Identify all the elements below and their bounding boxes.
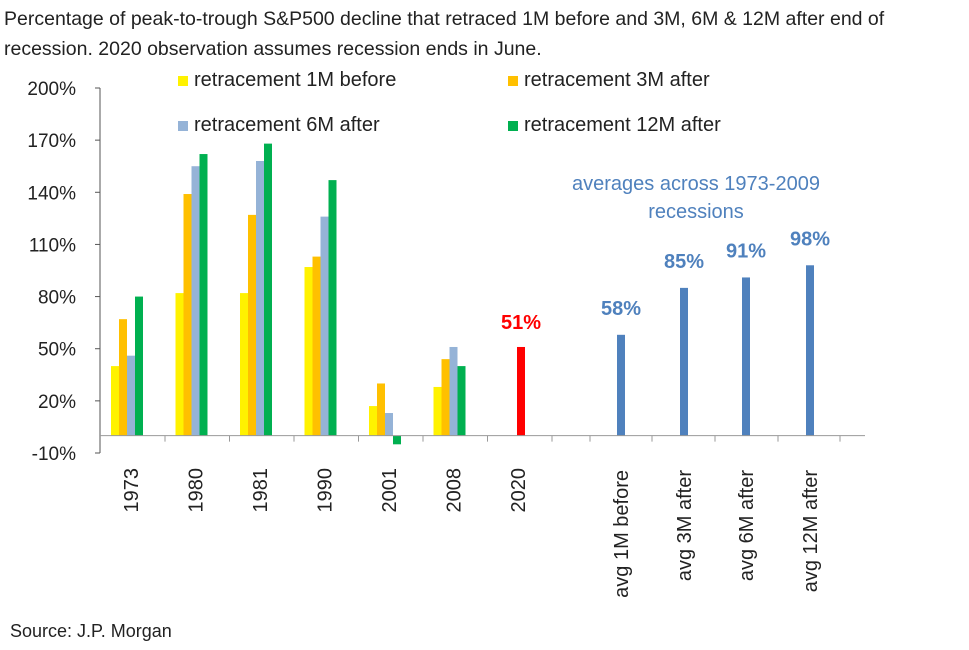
y-tick-label: 20% — [38, 392, 76, 413]
y-tick-label: 200% — [27, 79, 76, 100]
legend-label: retracement 6M after — [194, 114, 380, 136]
bar-1990-1 — [304, 267, 313, 436]
y-tick-label: 80% — [38, 288, 76, 309]
bar-1973-4 — [135, 296, 143, 436]
legend-label: retracement 3M after — [524, 69, 710, 91]
x-axis: 1973 1980 1981 1990 2001 2008 2020 avg 1M befor… — [100, 435, 865, 598]
x-tick-label: avg 6M after — [736, 470, 758, 582]
legend: retracement 1M before retracement 3M afte… — [178, 69, 721, 136]
legend-swatch — [178, 121, 188, 131]
x-tick-label: 1980 — [186, 468, 208, 513]
x-tick-label: 1990 — [315, 468, 337, 513]
y-axis: -10% 20% 50% 80% 110% 140% 170% 200% — [27, 79, 101, 465]
bar-1990-3 — [320, 216, 329, 436]
bar-1981-3 — [256, 161, 264, 436]
bar-2008-1 — [433, 386, 442, 436]
avg-bar-1 — [617, 334, 625, 436]
legend-swatch — [178, 76, 188, 86]
source-note: Source: J.P. Morgan — [10, 621, 172, 641]
y-tick-label: 110% — [29, 235, 76, 256]
bar-1990-4 — [328, 180, 337, 436]
bar-2001-2 — [377, 383, 385, 436]
legend-swatch — [508, 121, 518, 131]
legend-swatch — [508, 76, 518, 86]
annotations: 51% 58% 85% 91% 98% averages across 1973-2009… — [501, 173, 830, 334]
y-tick-label: 170% — [27, 131, 76, 152]
bar-1980-1 — [175, 293, 184, 436]
x-tick-label: 1973 — [121, 468, 143, 513]
avg-value-label: 91% — [726, 240, 766, 262]
legend-label: retracement 12M after — [524, 114, 721, 136]
chart-title: Percentage of peak-to-trough S&P500 decl… — [4, 8, 885, 60]
avg-value-label: 58% — [601, 298, 641, 320]
bars — [111, 143, 814, 445]
x-tick-label: 2008 — [444, 468, 466, 513]
bar-1973-3 — [127, 355, 135, 436]
avg-value-label: 98% — [790, 228, 830, 250]
bar-2008-4 — [457, 366, 466, 436]
bar-2001-1 — [369, 406, 377, 436]
x-tick-label: avg 12M after — [800, 470, 822, 593]
bar-1980-3 — [191, 166, 200, 436]
bar-2001-3 — [385, 413, 393, 436]
x-tick-label: avg 3M after — [674, 470, 696, 582]
x-tick-label: avg 1M before — [611, 470, 633, 598]
bar-2020-highlight — [517, 346, 525, 436]
y-tick-label: 140% — [27, 183, 76, 204]
averages-note: averages across 1973-2009 recessions — [572, 173, 820, 223]
avg-bar-4 — [806, 265, 814, 436]
bar-1990-2 — [312, 256, 321, 436]
bar-1981-4 — [264, 143, 272, 436]
x-tick-label: 1981 — [250, 468, 272, 513]
avg-bar-2 — [680, 287, 688, 436]
legend-label: retracement 1M before — [194, 69, 396, 91]
bar-1980-2 — [183, 194, 192, 436]
bar-2008-2 — [441, 359, 450, 436]
x-tick-label: 2020 — [508, 468, 530, 513]
y-tick-label: -10% — [32, 444, 76, 465]
bar-1973-1 — [111, 366, 119, 436]
bar-1973-2 — [119, 319, 127, 436]
bar-2008-3 — [449, 346, 458, 436]
bar-1981-1 — [240, 293, 248, 436]
avg-value-label: 85% — [664, 251, 704, 273]
highlight-value-label: 51% — [501, 312, 541, 334]
bar-2001-4 — [393, 435, 401, 445]
y-tick-label: 50% — [38, 340, 76, 361]
avg-bar-3 — [742, 277, 750, 436]
bar-1980-4 — [199, 154, 208, 436]
x-tick-label: 2001 — [379, 468, 401, 513]
bar-1981-2 — [248, 214, 256, 436]
